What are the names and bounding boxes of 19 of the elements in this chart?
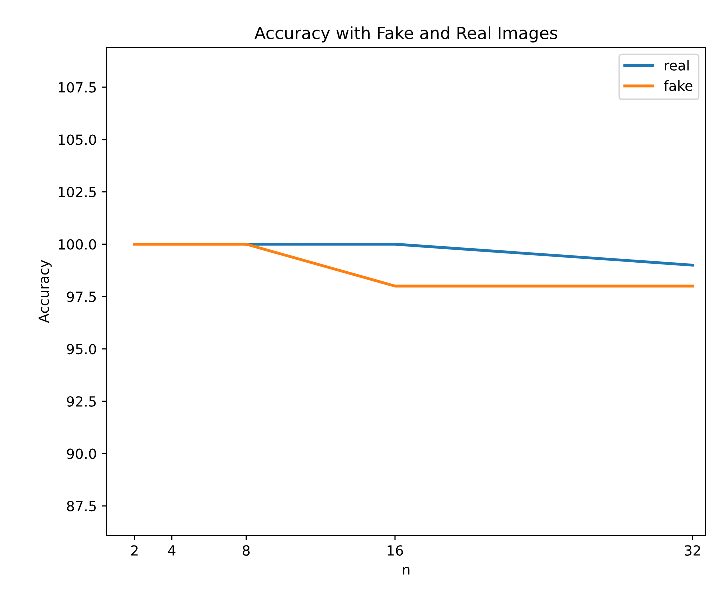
y-tick-label: 95.0 xyxy=(67,344,96,355)
y-tick-label: 102.5 xyxy=(58,187,96,198)
y-tick-label: 107.5 xyxy=(58,82,96,93)
y-tick-label: 105.0 xyxy=(58,134,96,146)
x-tick-label: 32 xyxy=(685,545,700,556)
y-tick-label: 90.0 xyxy=(67,448,96,460)
y-tick-label: 92.5 xyxy=(67,396,96,407)
y-tick-label: 87.5 xyxy=(67,501,96,512)
x-tick-label: 2 xyxy=(131,545,138,556)
chart-title: Accuracy with Fake and Real Images xyxy=(254,26,558,43)
x-tick-label: 8 xyxy=(242,545,250,556)
y-tick-label: 97.5 xyxy=(67,292,96,302)
x-tick-label: 4 xyxy=(168,546,176,556)
y-tick-label: 100.0 xyxy=(58,239,96,250)
x-tick-label: 16 xyxy=(388,545,404,556)
y-axis-title: Accuracy xyxy=(38,260,52,324)
x-axis-title: n xyxy=(403,566,410,575)
legend-label: real xyxy=(665,60,689,71)
legend-label: fake xyxy=(664,80,693,92)
